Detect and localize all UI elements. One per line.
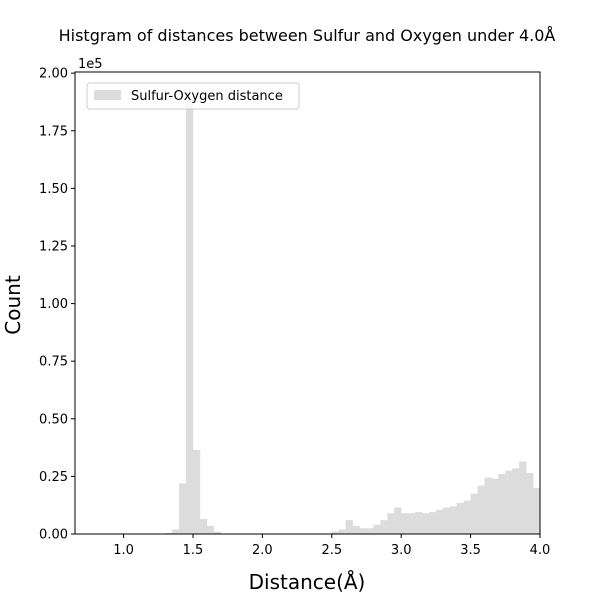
y-tick-label: 0.75 bbox=[39, 355, 68, 370]
histogram-bar bbox=[477, 485, 485, 534]
histogram-bar bbox=[533, 487, 541, 534]
histogram-bar bbox=[394, 507, 402, 534]
histogram-bar bbox=[484, 477, 492, 534]
histogram-bar bbox=[172, 529, 180, 534]
x-tick-label: 2.5 bbox=[321, 543, 342, 558]
x-axis: 1.0 1.5 2.0 2.5 3.0 3.5 4.0 bbox=[113, 534, 550, 558]
histogram-bar bbox=[470, 493, 478, 534]
histogram-bar bbox=[415, 512, 423, 534]
histogram-bar bbox=[192, 449, 201, 534]
y-tick-label: 1.25 bbox=[39, 239, 68, 254]
histogram-bar bbox=[380, 520, 388, 534]
legend-box bbox=[86, 82, 300, 110]
y-axis: 0.00 0.25 0.50 0.75 1.00 1.25 1.50 1.75 2.00 bbox=[39, 67, 75, 543]
y-tick-label: 1.75 bbox=[39, 124, 68, 139]
chart-title: Histgram of distances between Sulfur and… bbox=[59, 26, 556, 45]
histogram-bar bbox=[338, 529, 346, 534]
histogram-bar bbox=[491, 478, 499, 534]
histogram-bar bbox=[206, 525, 215, 534]
histogram-bar bbox=[199, 519, 208, 534]
histogram-bar bbox=[422, 513, 430, 534]
histogram-bar bbox=[435, 509, 444, 534]
plot-frame bbox=[74, 71, 541, 535]
legend-entry-sulfur-oxygen: Sulfur-Oxygen distance bbox=[131, 89, 283, 104]
histogram-bar bbox=[366, 528, 374, 534]
legend: Sulfur-Oxygen distance bbox=[86, 82, 300, 110]
histogram-bar bbox=[463, 500, 471, 534]
histogram-bar bbox=[442, 507, 451, 534]
histogram-bar bbox=[186, 100, 194, 535]
histogram-bar bbox=[387, 513, 395, 534]
histogram-bar bbox=[359, 528, 367, 534]
histogram-bar bbox=[512, 468, 520, 534]
x-tick-label: 4.0 bbox=[530, 543, 551, 558]
histogram-bar bbox=[213, 531, 222, 534]
y-tick-label: 0.50 bbox=[39, 412, 68, 427]
histogram-bar bbox=[179, 483, 187, 534]
y-tick-label: 0.25 bbox=[39, 470, 68, 485]
histogram-bar bbox=[373, 524, 381, 534]
bar-group bbox=[165, 100, 541, 535]
histogram-bar bbox=[505, 470, 513, 534]
x-tick-label: 1.0 bbox=[113, 543, 134, 558]
y-tick-label: 1.50 bbox=[39, 182, 68, 197]
x-axis-label: Distance(Å) bbox=[249, 570, 366, 594]
y-tick-label: 0.00 bbox=[39, 528, 68, 543]
histogram-bar bbox=[165, 532, 173, 534]
histogram-bar bbox=[456, 502, 464, 534]
histogram-bar bbox=[331, 531, 340, 534]
legend-swatch bbox=[94, 90, 121, 100]
x-tick-label: 3.5 bbox=[460, 543, 481, 558]
histogram-bar bbox=[401, 513, 409, 534]
histogram-bar bbox=[526, 472, 534, 534]
histogram-bar bbox=[352, 525, 360, 534]
x-tick-label: 3.0 bbox=[391, 543, 412, 558]
histogram-bar bbox=[345, 520, 353, 534]
y-offset-label: 1e5 bbox=[78, 57, 103, 72]
histogram-bar bbox=[408, 513, 416, 534]
histogram-bar bbox=[428, 512, 437, 534]
histogram-bar bbox=[449, 506, 458, 534]
x-tick-label: 1.5 bbox=[183, 543, 204, 558]
histogram-bar bbox=[498, 474, 506, 534]
histogram-bar bbox=[519, 461, 527, 534]
y-axis-label: Count bbox=[1, 275, 25, 335]
x-tick-label: 2.0 bbox=[252, 543, 273, 558]
y-tick-label: 2.00 bbox=[39, 67, 68, 82]
y-tick-label: 1.00 bbox=[39, 297, 68, 312]
